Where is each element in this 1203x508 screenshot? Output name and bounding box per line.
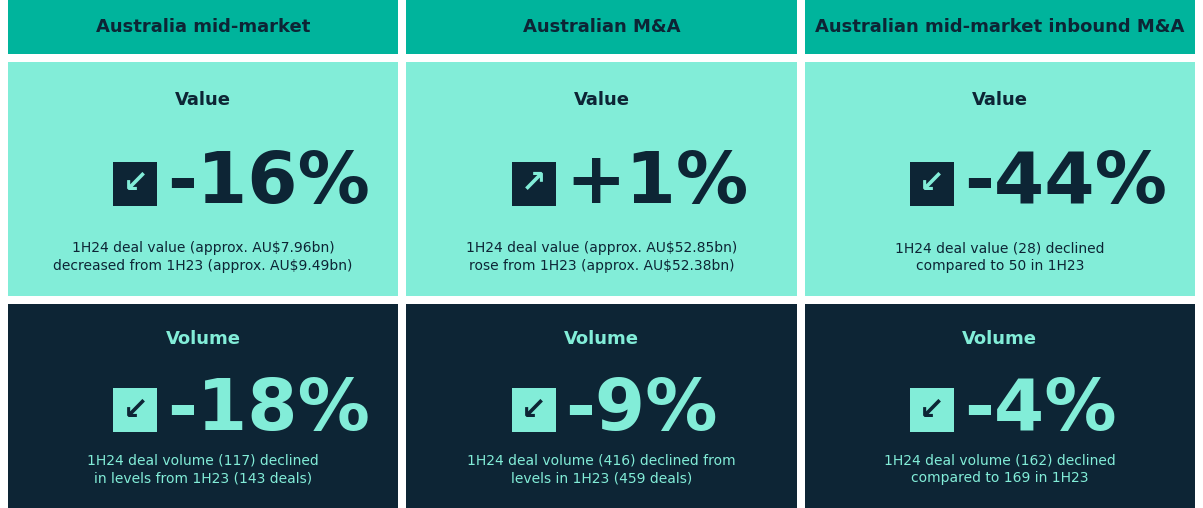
FancyBboxPatch shape bbox=[113, 162, 158, 206]
Text: Australian mid-market inbound M&A: Australian mid-market inbound M&A bbox=[816, 18, 1185, 36]
Text: ↙: ↙ bbox=[123, 396, 148, 425]
Text: Volume: Volume bbox=[166, 330, 241, 348]
Text: Value: Value bbox=[176, 91, 231, 109]
FancyBboxPatch shape bbox=[805, 304, 1195, 508]
Text: compared to 169 in 1H23: compared to 169 in 1H23 bbox=[911, 471, 1089, 485]
Text: Volume: Volume bbox=[962, 330, 1037, 348]
Text: -18%: -18% bbox=[167, 375, 371, 444]
Text: +1%: +1% bbox=[565, 149, 748, 218]
Text: decreased from 1H23 (approx. AU$9.49bn): decreased from 1H23 (approx. AU$9.49bn) bbox=[53, 259, 352, 273]
Text: 1H24 deal volume (117) declined: 1H24 deal volume (117) declined bbox=[88, 453, 319, 467]
Text: ↗: ↗ bbox=[521, 169, 546, 198]
FancyBboxPatch shape bbox=[511, 388, 556, 432]
Text: -44%: -44% bbox=[964, 149, 1167, 218]
FancyBboxPatch shape bbox=[407, 304, 796, 508]
Text: -9%: -9% bbox=[565, 375, 718, 444]
Text: -4%: -4% bbox=[964, 375, 1116, 444]
Text: Australian M&A: Australian M&A bbox=[523, 18, 680, 36]
Text: 1H24 deal value (approx. AU$7.96bn): 1H24 deal value (approx. AU$7.96bn) bbox=[72, 241, 334, 255]
FancyBboxPatch shape bbox=[407, 62, 796, 296]
Text: ↙: ↙ bbox=[123, 169, 148, 198]
FancyBboxPatch shape bbox=[8, 62, 398, 296]
Text: ↙: ↙ bbox=[521, 396, 546, 425]
Text: 1H24 deal value (28) declined: 1H24 deal value (28) declined bbox=[895, 241, 1104, 255]
FancyBboxPatch shape bbox=[511, 162, 556, 206]
Text: levels in 1H23 (459 deals): levels in 1H23 (459 deals) bbox=[511, 471, 692, 485]
Text: 1H24 deal volume (416) declined from: 1H24 deal volume (416) declined from bbox=[467, 453, 736, 467]
FancyBboxPatch shape bbox=[113, 388, 158, 432]
Text: compared to 50 in 1H23: compared to 50 in 1H23 bbox=[915, 259, 1084, 273]
Text: in levels from 1H23 (143 deals): in levels from 1H23 (143 deals) bbox=[94, 471, 313, 485]
Text: Value: Value bbox=[972, 91, 1027, 109]
Text: Volume: Volume bbox=[564, 330, 639, 348]
FancyBboxPatch shape bbox=[909, 162, 954, 206]
Text: -16%: -16% bbox=[167, 149, 371, 218]
Text: 1H24 deal volume (162) declined: 1H24 deal volume (162) declined bbox=[884, 453, 1115, 467]
Text: 1H24 deal value (approx. AU$52.85bn): 1H24 deal value (approx. AU$52.85bn) bbox=[466, 241, 737, 255]
FancyBboxPatch shape bbox=[909, 388, 954, 432]
Text: ↙: ↙ bbox=[919, 396, 944, 425]
Text: rose from 1H23 (approx. AU$52.38bn): rose from 1H23 (approx. AU$52.38bn) bbox=[469, 259, 734, 273]
Text: ↙: ↙ bbox=[919, 169, 944, 198]
FancyBboxPatch shape bbox=[8, 304, 398, 508]
Text: Australia mid-market: Australia mid-market bbox=[96, 18, 310, 36]
FancyBboxPatch shape bbox=[407, 0, 796, 54]
Text: Value: Value bbox=[574, 91, 629, 109]
FancyBboxPatch shape bbox=[805, 62, 1195, 296]
FancyBboxPatch shape bbox=[8, 0, 398, 54]
FancyBboxPatch shape bbox=[805, 0, 1195, 54]
